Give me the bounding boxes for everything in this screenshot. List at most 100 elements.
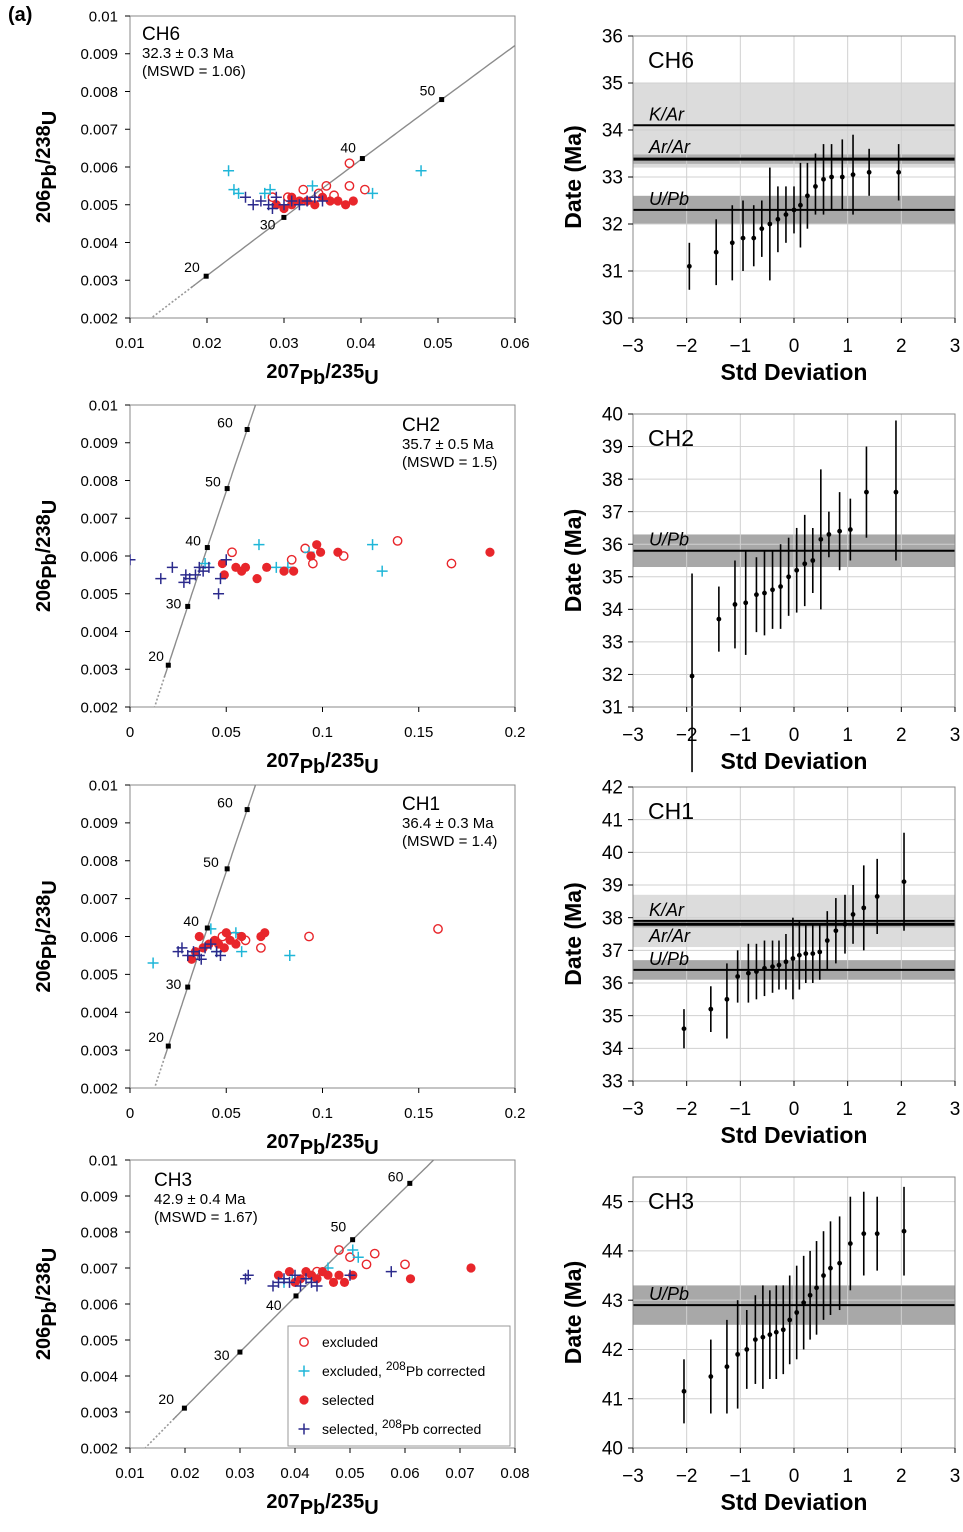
x-tick-label: 0.15 [404,724,433,741]
axis-title-part: 206 [33,190,55,223]
excluded-corrected-point [223,165,235,177]
age-label: 36.4 ± 0.3 Ma [402,815,494,832]
date-point [786,574,792,580]
date-point [837,528,843,534]
y-tick-label: 43 [602,1291,623,1312]
y-axis-title: 206Pb/238U [33,1248,61,1360]
selected-corrected-point [184,573,196,585]
selected-corrected-point [298,1423,310,1435]
date-point [791,207,797,213]
axis-title-part: /235 [325,1131,364,1153]
excluded-corrected-point [376,565,388,577]
age-label: 32.3 ± 0.3 Ma [142,45,234,62]
selected-point [312,1274,322,1284]
concordia-age-label: 40 [266,1297,282,1313]
concordia-age-label: 40 [185,533,201,549]
date-point [759,226,765,232]
excluded-corrected-point [306,180,318,192]
date-point [866,169,872,175]
excluded-corrected-point [270,561,282,573]
age-band-label: U/Pb [649,530,689,550]
selected-point [299,1395,309,1405]
selected-point [271,200,281,210]
concordia-age-label: 60 [388,1168,404,1184]
date-point [794,1310,800,1315]
concordia-age-label: 60 [217,415,233,431]
mswd-label: (MSWD = 1.5) [402,454,497,471]
x-tick-label: 0.07 [445,1465,474,1482]
concordia-age-marker [244,427,250,433]
selected-point [289,566,299,576]
y-axis-title: Date (Ma) [560,125,586,229]
x-tick-label: −3 [622,1099,644,1120]
date-point [770,587,775,593]
y-tick-label: 31 [602,698,623,719]
y-tick-label: 40 [602,1439,623,1460]
axis-title-part: U [364,1137,378,1159]
y-axis-title: Date (Ma) [560,882,586,986]
date-point [814,1285,819,1291]
x-axis-title: 207Pb/235U [266,1131,378,1159]
excluded-corrected-point [253,539,265,551]
x-tick-label: −3 [622,1466,644,1487]
excluded-corrected-point [236,946,248,958]
selected-corrected-point [176,942,188,954]
y-tick-label: 42 [602,778,623,799]
y-tick-label: 0.007 [80,891,118,908]
selected-corrected-point [178,576,190,588]
y-tick-label: 0.008 [80,473,118,490]
date-point [681,1026,687,1032]
y-axis-title: 206Pb/238U [33,111,61,223]
selected-point [334,1270,344,1280]
date-point [842,921,848,927]
legend-frame [287,1325,511,1447]
age-band-label: U/Pb [649,1284,689,1304]
axis-title-part: /238 [33,514,55,553]
selected-corrected-point [213,588,225,600]
axis-title-part: /238 [33,895,55,934]
x-tick-label: 0.01 [115,1465,144,1482]
y-tick-label: 33 [602,633,623,654]
y-tick-label: 37 [602,502,623,523]
excluded-point [392,536,403,546]
excluded-corrected-point [415,165,427,177]
concordia-age-label: 30 [166,595,182,611]
plot-area [147,785,443,1088]
selected-point [217,558,227,569]
date-point [813,184,818,189]
date-point [893,489,899,495]
sample-label: CH6 [648,47,694,73]
figure-panel-label: (a) [8,4,33,26]
date-point [861,1231,867,1237]
date-point [847,527,853,532]
excluded-corrected-point [147,957,159,969]
concordia-age-label: 50 [203,854,219,870]
concordia-age-label: 50 [331,1219,347,1235]
selected-point [333,196,343,206]
date-point [817,949,823,955]
excluded-point [446,558,457,569]
y-tick-label: 0.004 [80,1005,118,1022]
x-tick-label: 0.1 [312,724,333,741]
concordia-curve [163,405,257,678]
concordia-age-marker [359,156,365,162]
selected-point [323,1270,333,1280]
selected-point [284,1267,295,1277]
axis-title-part: Pb [39,164,61,190]
sample-label: CH3 [648,1188,694,1214]
y-tick-label: 38 [602,470,623,491]
y-tick-label: 0.002 [80,699,118,716]
y-tick-label: 0.01 [89,8,118,25]
selected-corrected-point [247,199,259,211]
date-point [837,1260,843,1266]
selected-point [306,551,316,561]
x-tick-label: −3 [622,336,644,357]
selected-point [333,547,343,557]
plot-area [149,44,515,318]
x-tick-label: 2 [896,1466,907,1487]
axis-title-part: U [39,880,61,894]
concordia-curve [190,44,515,289]
